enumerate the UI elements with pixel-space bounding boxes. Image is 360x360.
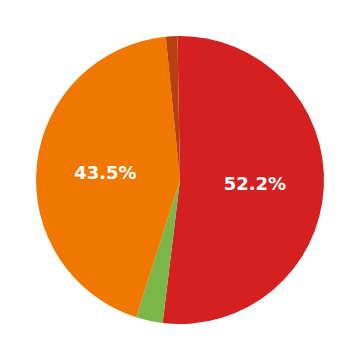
svg-text:43.5%: 43.5% <box>74 162 136 183</box>
svg-text:52.2%: 52.2% <box>224 173 286 194</box>
